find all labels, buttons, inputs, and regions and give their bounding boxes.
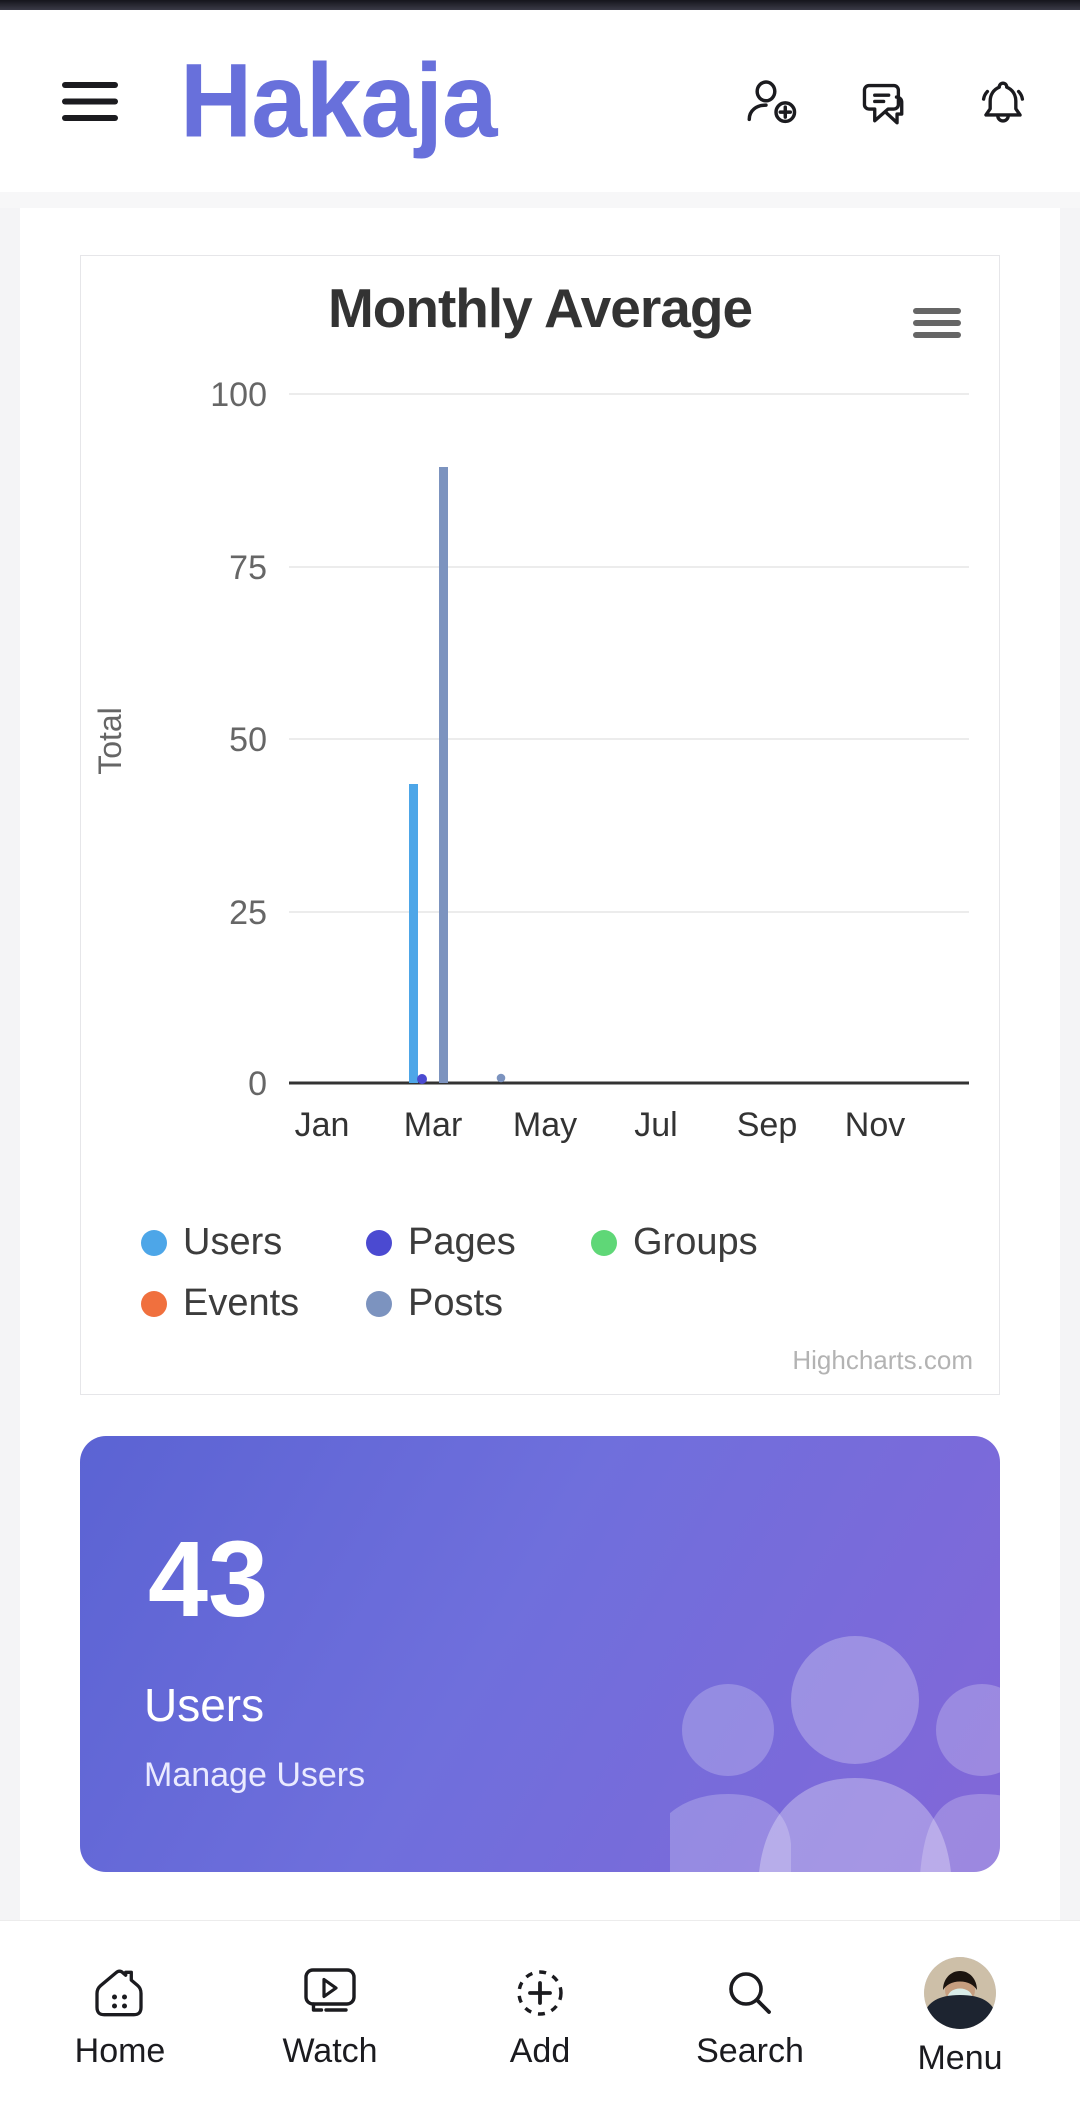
svg-text:25: 25: [229, 894, 267, 932]
svg-text:50: 50: [229, 721, 267, 759]
svg-text:Nov: Nov: [845, 1106, 905, 1144]
svg-text:Sep: Sep: [737, 1106, 798, 1144]
svg-text:75: 75: [229, 549, 267, 587]
svg-text:May: May: [513, 1106, 577, 1144]
svg-text:Jan: Jan: [295, 1106, 350, 1144]
svg-text:100: 100: [210, 376, 267, 414]
svg-text:0: 0: [248, 1065, 267, 1103]
svg-text:Total: Total: [92, 707, 128, 775]
svg-text:Mar: Mar: [404, 1106, 463, 1144]
svg-text:Jul: Jul: [634, 1106, 677, 1144]
